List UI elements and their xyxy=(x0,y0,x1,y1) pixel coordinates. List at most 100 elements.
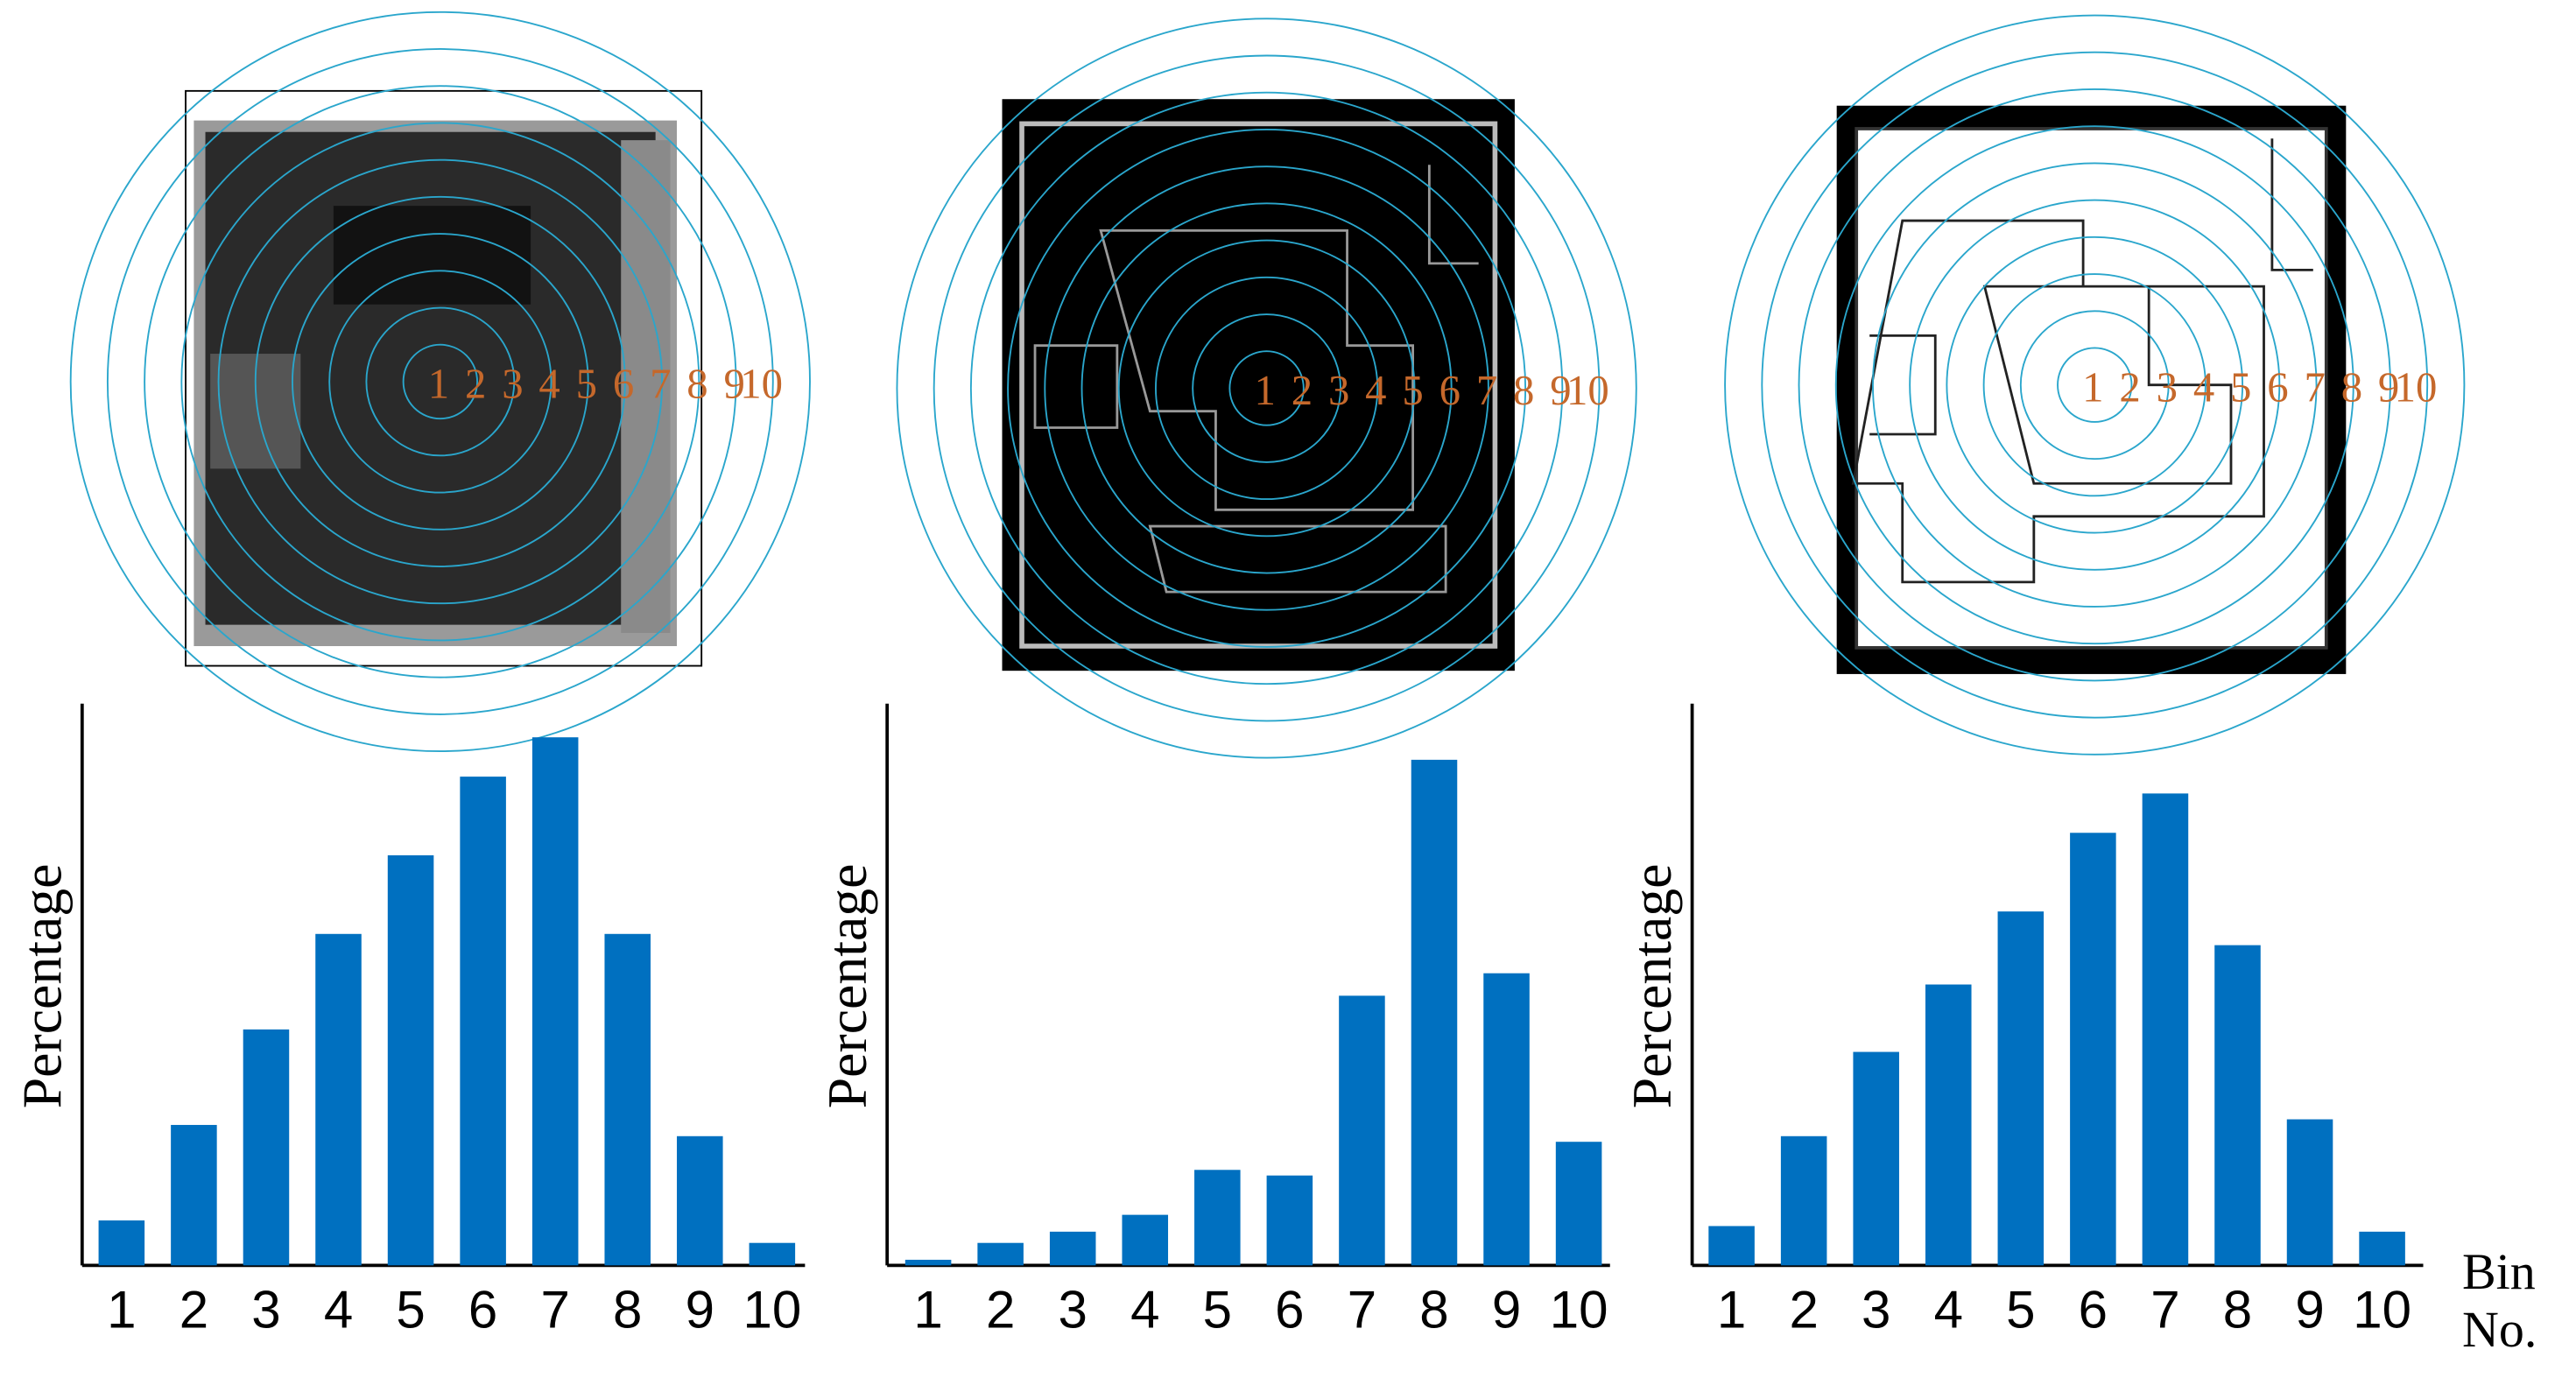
bar xyxy=(2070,833,2116,1266)
x-tick-label: 3 xyxy=(1059,1281,1087,1339)
ring xyxy=(144,85,737,678)
x-tick-label: 9 xyxy=(686,1281,714,1339)
ring-label: 1 xyxy=(2082,363,2103,411)
bar xyxy=(1925,984,1972,1266)
x-tick-label: 6 xyxy=(2079,1281,2108,1339)
x-tick-label: 3 xyxy=(1862,1281,1890,1339)
x-tick-label: 8 xyxy=(1419,1281,1448,1339)
ring xyxy=(1982,273,2206,497)
x-tick-label: 10 xyxy=(2353,1281,2411,1339)
ring xyxy=(1044,165,1489,611)
ring-label: 3 xyxy=(1328,367,1349,414)
ring xyxy=(1761,51,2429,719)
y-axis-label: Percentage xyxy=(816,864,878,1109)
bar xyxy=(749,1242,796,1266)
image-edges xyxy=(1033,165,1479,594)
bar xyxy=(604,933,651,1266)
bar xyxy=(1780,1135,1827,1266)
ring xyxy=(1798,88,2391,682)
ring xyxy=(1946,236,2244,534)
ring xyxy=(1834,125,2354,645)
ring xyxy=(365,306,516,457)
bar xyxy=(2286,1119,2333,1266)
x-tick-label: 6 xyxy=(468,1281,497,1339)
x-tick-label: 10 xyxy=(743,1281,801,1339)
bar xyxy=(460,777,506,1266)
ring-label: 10 xyxy=(2395,363,2438,411)
ring xyxy=(1192,313,1341,463)
x-tick-label: 5 xyxy=(1203,1281,1232,1339)
x-tick-label: 7 xyxy=(2150,1281,2179,1339)
x-tick-label: 3 xyxy=(251,1281,280,1339)
image-region xyxy=(333,206,531,305)
bar xyxy=(1555,1142,1602,1266)
ring-label: 10 xyxy=(1566,367,1609,414)
ring-label: 6 xyxy=(2267,363,2288,411)
ring xyxy=(254,195,626,567)
ring-label: 9 xyxy=(2378,363,2399,411)
ring-label: 4 xyxy=(1365,367,1386,414)
image-edges xyxy=(1851,138,2313,584)
bar xyxy=(1339,995,1385,1266)
x-tick-label: 5 xyxy=(396,1281,425,1339)
x-tick-label: 1 xyxy=(1717,1281,1746,1339)
bar xyxy=(1483,973,1530,1266)
ring xyxy=(2019,310,2170,460)
bar xyxy=(1708,1226,1755,1266)
ring-label: 9 xyxy=(1550,367,1571,414)
bar xyxy=(1411,759,1458,1266)
ring-label: 7 xyxy=(2304,363,2325,411)
bar xyxy=(1194,1170,1241,1266)
ring-label: 9 xyxy=(723,361,744,408)
y-axis-label: Percentage xyxy=(1621,864,1683,1109)
ring xyxy=(1007,128,1527,648)
ring xyxy=(2057,347,2133,423)
ring xyxy=(1872,162,2318,608)
ring-label: 1 xyxy=(1255,367,1276,414)
ring-label: 2 xyxy=(1292,367,1313,414)
ring xyxy=(69,11,811,753)
x-tick-label: 4 xyxy=(324,1281,353,1339)
ring xyxy=(1228,350,1305,426)
bar xyxy=(2214,945,2261,1266)
x-tick-label: 9 xyxy=(1492,1281,1521,1339)
x-tick-label: 9 xyxy=(2295,1281,2324,1339)
ring-label: 5 xyxy=(576,361,597,408)
ring xyxy=(402,343,478,420)
ring-label: 2 xyxy=(465,361,486,408)
bar xyxy=(2359,1231,2405,1266)
bar xyxy=(98,1220,145,1266)
bar xyxy=(1122,1214,1169,1266)
x-tick-label: 10 xyxy=(1550,1281,1608,1339)
bar xyxy=(171,1124,217,1266)
ring-label: 10 xyxy=(740,361,783,408)
ring-label: 7 xyxy=(1476,367,1497,414)
ring-label: 8 xyxy=(1513,367,1534,414)
ring xyxy=(180,122,700,642)
bar xyxy=(977,1242,1024,1266)
x-tick-label: 5 xyxy=(2006,1281,2035,1339)
x-tick-label: 7 xyxy=(540,1281,569,1339)
ring-label: 8 xyxy=(2341,363,2362,411)
bar xyxy=(387,854,434,1266)
x-tick-label: 7 xyxy=(1348,1281,1376,1339)
x-tick-label: 1 xyxy=(913,1281,942,1339)
bar xyxy=(677,1135,723,1266)
bar xyxy=(243,1029,290,1266)
ring-label: 7 xyxy=(650,361,671,408)
bar xyxy=(1853,1051,1899,1266)
x-tick-label: 8 xyxy=(613,1281,642,1339)
ring-label: 3 xyxy=(502,361,523,408)
ring-label: 4 xyxy=(2193,363,2214,411)
x-tick-label: 4 xyxy=(1934,1281,1963,1339)
x-tick-label: 2 xyxy=(179,1281,208,1339)
ring-label: 1 xyxy=(428,361,449,408)
ring xyxy=(1724,14,2466,756)
ring xyxy=(933,54,1601,722)
ring-label: 6 xyxy=(613,361,634,408)
x-axis-label: Bin No. xyxy=(2462,1243,2537,1358)
bar xyxy=(315,933,362,1266)
ring xyxy=(328,270,553,494)
